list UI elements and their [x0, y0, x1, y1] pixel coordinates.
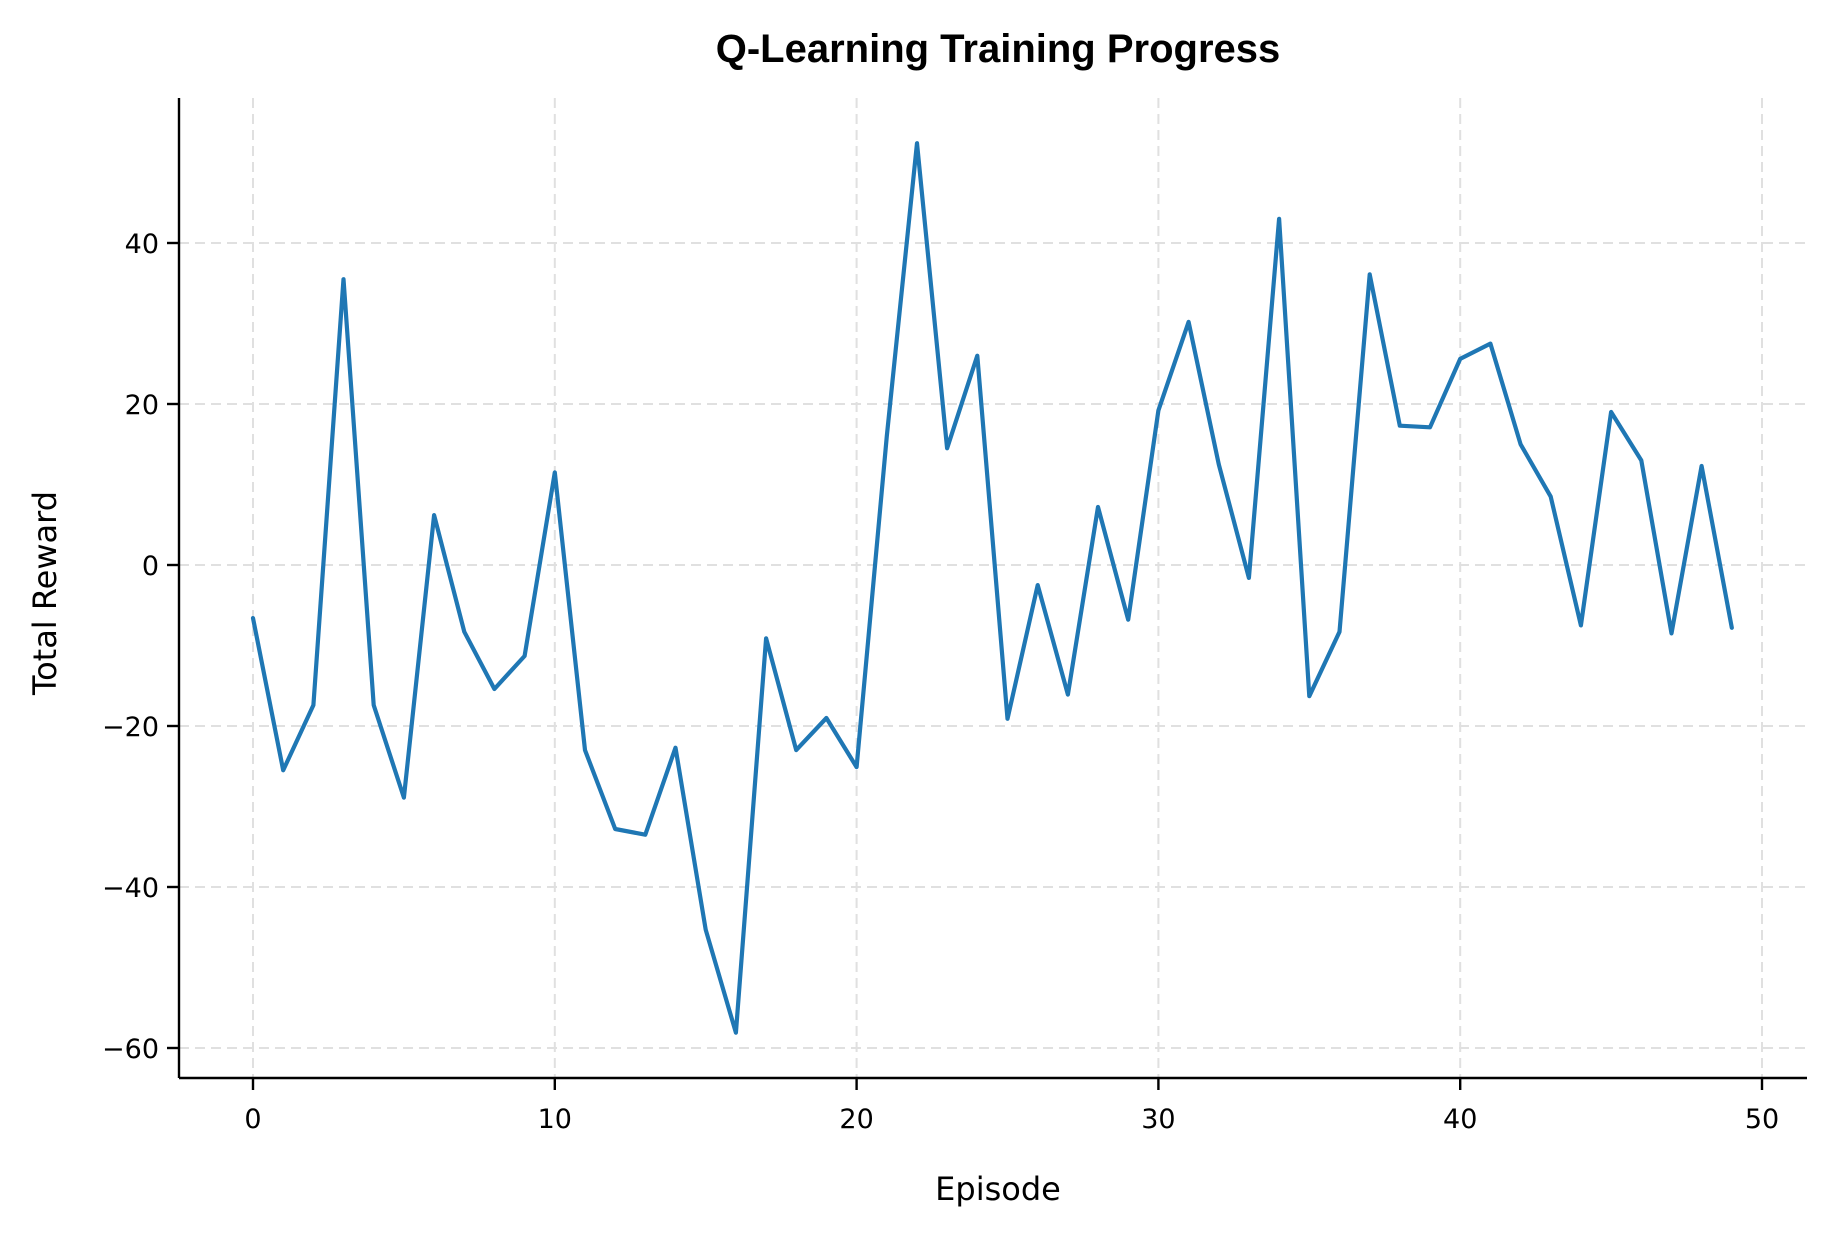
y-tick-label: −60 [102, 1034, 159, 1065]
x-tick-label: 20 [839, 1104, 873, 1135]
y-tick-label: 40 [125, 229, 159, 260]
x-axis-label: Episode [935, 1170, 1061, 1208]
x-tick-label: 0 [244, 1104, 261, 1135]
y-tick-label: 0 [142, 551, 159, 582]
y-axis-label: Total Reward [26, 491, 64, 696]
plot-area [250, 141, 1734, 1035]
chart-title: Q-Learning Training Progress [716, 27, 1281, 71]
y-tick-label: −40 [102, 873, 159, 904]
x-tick-label: 40 [1443, 1104, 1477, 1135]
grid-lines [179, 98, 1807, 1078]
y-tick-label: 20 [125, 390, 159, 421]
x-tick-label: 10 [538, 1104, 572, 1135]
x-tick-label: 30 [1141, 1104, 1175, 1135]
x-axis-ticks: 0 10 20 30 40 50 [244, 1078, 1779, 1135]
y-tick-label: −20 [102, 712, 159, 743]
x-tick-label: 50 [1745, 1104, 1779, 1135]
reward-line-series [250, 141, 1734, 1035]
y-axis-ticks: −60 −40 −20 0 20 40 [102, 229, 179, 1065]
